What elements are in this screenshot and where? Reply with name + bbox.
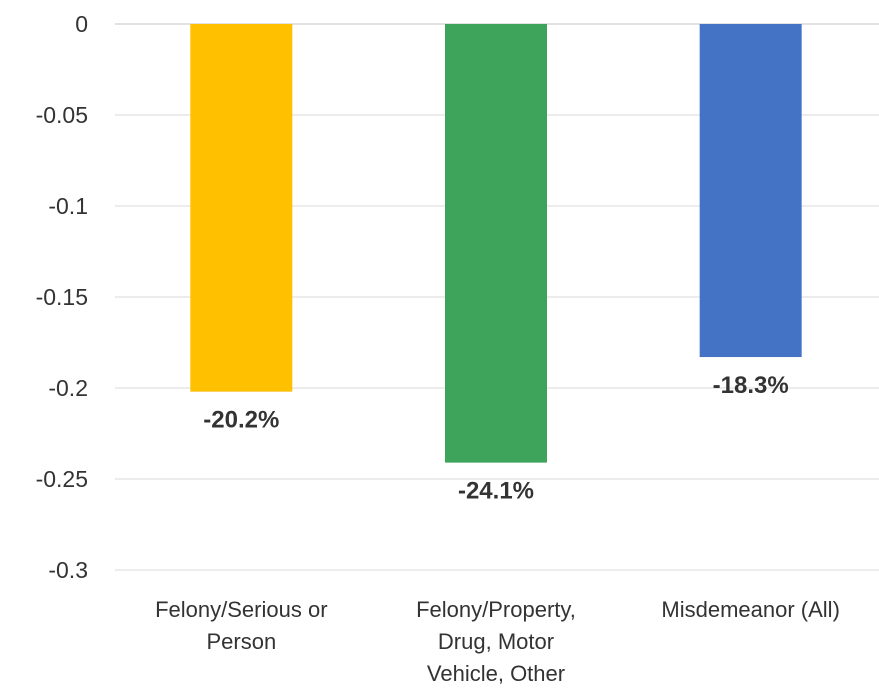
data-label: -18.3%: [713, 372, 789, 399]
y-tick-label: -0.25: [36, 466, 88, 492]
x-category-label: Misdemeanor (All): [661, 597, 840, 622]
x-category-label-line: Felony/Serious or: [155, 597, 327, 622]
x-category-label: Felony/Serious or Person: [155, 597, 327, 654]
x-category-label-line: Vehicle, Other: [427, 661, 565, 686]
y-tick-label: -0.15: [36, 284, 88, 310]
data-label: -20.2%: [203, 407, 279, 434]
data-label: -24.1%: [458, 478, 534, 505]
bar: [445, 24, 547, 463]
x-category-label-line: Person: [206, 629, 276, 654]
y-tick-label: -0.3: [48, 557, 88, 583]
y-tick-label: -0.05: [36, 102, 88, 128]
y-tick-label: -0.2: [48, 375, 88, 401]
bar: [190, 24, 293, 392]
x-category-label: Felony/Property, Drug, Motor Vehicle, Othe…: [416, 597, 576, 686]
x-category-label-line: Drug, Motor: [438, 629, 554, 654]
x-category-label-line: Felony/Property,: [416, 597, 576, 622]
x-category-label-line: Misdemeanor (All): [661, 597, 840, 622]
bar: [699, 24, 802, 358]
y-tick-label: 0: [75, 11, 88, 37]
y-tick-label: -0.1: [48, 193, 88, 219]
